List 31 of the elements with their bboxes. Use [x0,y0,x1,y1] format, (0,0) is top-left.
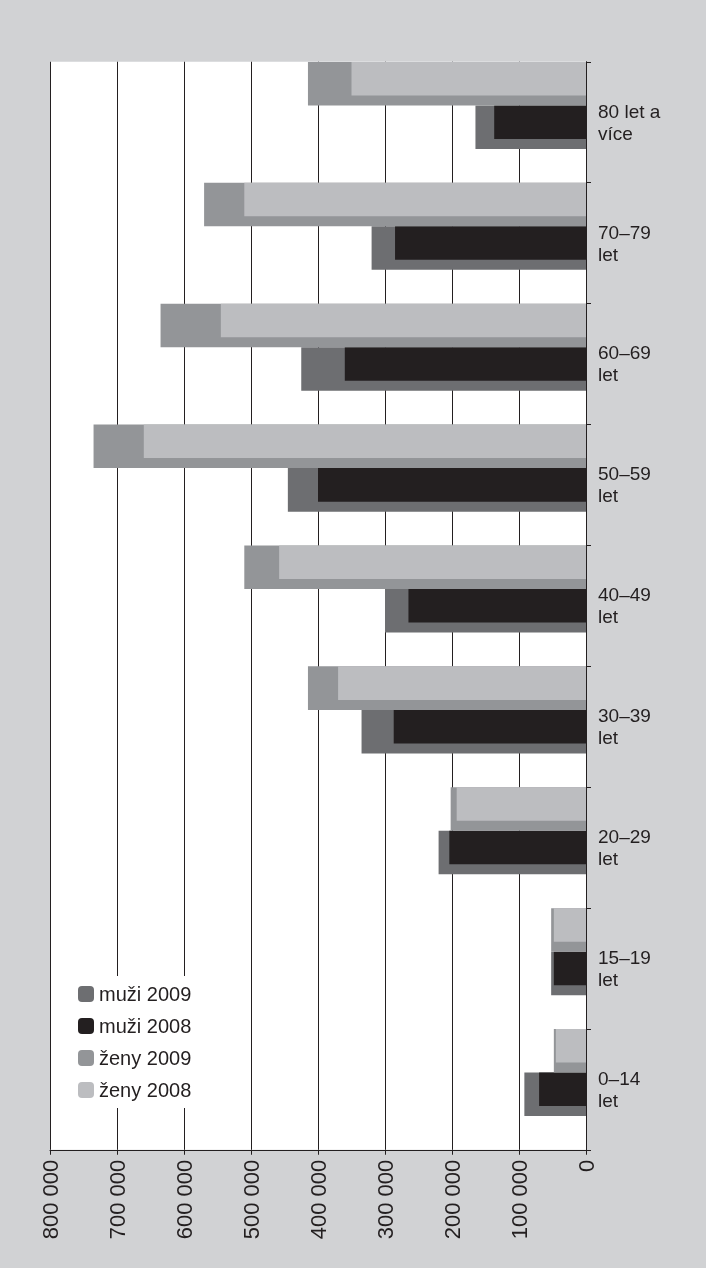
x-tick-label: 0 [573,1159,599,1173]
y-tick-label: 20–29 let [598,826,657,870]
x-tick-label: 200 000 [439,1159,465,1240]
x-tick-label: 500 000 [238,1159,264,1240]
bar [351,61,586,96]
x-tick-label: 800 000 [37,1159,63,1240]
legend-label: muži 2008 [99,1015,192,1037]
y-tick-label: 30–39 let [598,705,657,749]
y-tick-label: 15–19 let [598,946,657,990]
bar [220,303,586,338]
y-tick-label: 50–59 let [598,463,657,507]
bar [143,424,586,459]
y-tick-label: 80 let a více [598,100,666,144]
y-tick-label: 60–69 let [598,342,657,386]
y-tick-label: 40–49 let [598,584,657,628]
x-tick-label: 700 000 [104,1159,130,1240]
legend-label: ženy 2009 [99,1047,192,1069]
bar [555,1029,586,1063]
bar [244,182,586,217]
bar [456,787,586,821]
legend-label: ženy 2008 [99,1079,192,1101]
legend-label: muži 2009 [99,983,192,1005]
x-tick-label: 600 000 [171,1159,197,1240]
bar [338,666,586,700]
x-tick-label: 100 000 [506,1159,532,1240]
x-tick-label: 400 000 [305,1159,331,1240]
y-tick-label: 0–14 let [598,1067,646,1111]
bar [553,908,586,942]
x-tick-label: 300 000 [372,1159,398,1240]
y-tick-label: 70–79 let [598,221,657,265]
bar [279,545,586,579]
